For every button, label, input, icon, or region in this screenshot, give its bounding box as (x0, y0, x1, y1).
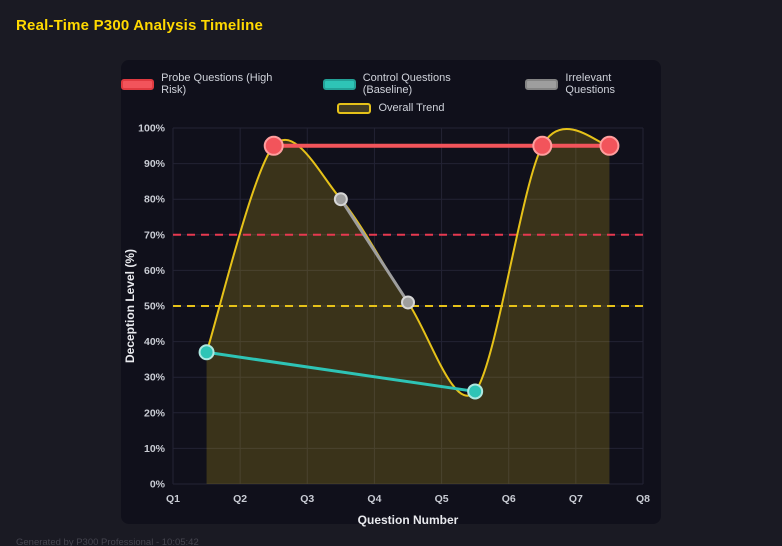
probe-legend-label: Probe Questions (High Risk) (161, 72, 273, 96)
y-tick-label: 40% (144, 336, 166, 348)
series-marker-0[interactable] (532, 135, 553, 156)
series-marker-2[interactable] (401, 295, 415, 310)
x-tick-label: Q7 (569, 493, 583, 505)
y-tick-label: 50% (144, 301, 166, 313)
legend-item-irrelevant[interactable]: Irrelevant Questions (525, 72, 661, 96)
trend-legend-swatch (337, 102, 372, 114)
series-line-2 (339, 197, 410, 304)
control-legend-swatch (322, 78, 356, 90)
x-axis-title: Question Number (358, 513, 459, 527)
legend-row-1: Probe Questions (High Risk) Control Ques… (121, 72, 661, 96)
series-marker-2[interactable] (333, 192, 348, 207)
chart-panel: Probe Questions (High Risk) Control Ques… (121, 60, 661, 527)
y-tick-label: 100% (138, 123, 166, 135)
y-tick-label: 60% (144, 265, 166, 277)
y-tick-label: 80% (144, 194, 166, 206)
x-tick-label: Q1 (166, 493, 180, 505)
chart-legend: Probe Questions (High Risk) Control Ques… (121, 60, 661, 114)
y-tick-label: 20% (144, 407, 166, 419)
series-marker-0[interactable] (263, 135, 284, 156)
irrelevant-legend-label: Irrelevant Questions (565, 72, 615, 96)
x-tick-label: Q4 (367, 493, 381, 505)
y-tick-label: 70% (144, 229, 166, 241)
x-tick-label: Q8 (636, 493, 650, 505)
x-tick-label: Q2 (233, 493, 247, 505)
x-tick-label: Q5 (435, 493, 449, 505)
legend-row-2: Overall Trend (337, 102, 445, 114)
x-tick-label: Q6 (502, 493, 516, 505)
series-marker-1[interactable] (467, 383, 484, 400)
series-line-1 (205, 350, 477, 393)
chart-area: Q1 Q2 Q3 Q4 Q5 Q6 Q7 Q8 0% 10% 20% 30% 40% 50% 60% 70% 8… (121, 120, 661, 535)
y-tick-label: 90% (144, 158, 166, 170)
control-legend-label: Control Questions (Baseline) (362, 72, 451, 96)
y-tick-label: 0% (150, 479, 166, 491)
series-marker-1[interactable] (198, 344, 215, 361)
y-tick-label: 30% (144, 372, 166, 384)
trend-legend-label: Overall Trend (378, 102, 445, 114)
footer-note: Generated by P300 Professional - 10:05:4… (16, 537, 199, 546)
y-tick-label: 10% (144, 443, 166, 455)
legend-item-trend[interactable]: Overall Trend (337, 102, 445, 114)
series-marker-0[interactable] (599, 135, 620, 156)
probe-legend-swatch (121, 78, 155, 90)
x-tick-label: Q3 (300, 493, 314, 505)
page-title: Real-Time P300 Analysis Timeline (16, 17, 264, 34)
irrelevant-legend-swatch (525, 78, 559, 90)
legend-item-control[interactable]: Control Questions (Baseline) (322, 72, 500, 96)
timeline-chart: Q1 Q2 Q3 Q4 Q5 Q6 Q7 Q8 0% 10% 20% 30% 40% 50% 60% 70% 8… (123, 123, 650, 528)
legend-item-probe[interactable]: Probe Questions (High Risk) (121, 72, 297, 96)
y-axis-title: Deception Level (%) (123, 249, 137, 363)
